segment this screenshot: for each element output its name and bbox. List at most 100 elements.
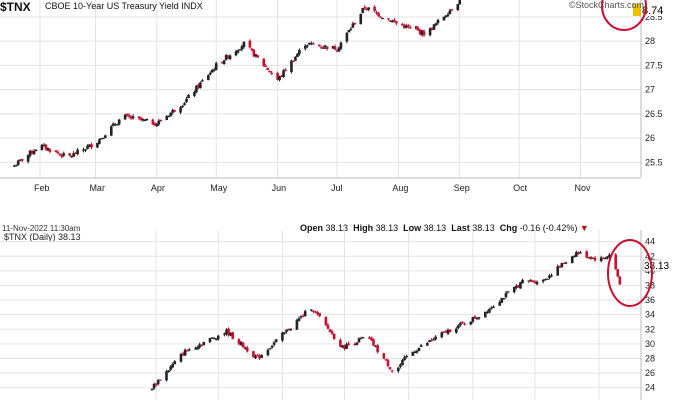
top-last-value-marker: 8.74 [633, 4, 668, 17]
candle-body [361, 337, 365, 339]
candle-body [391, 20, 394, 23]
bottom-gridlines [0, 230, 641, 400]
candle-body [401, 23, 404, 26]
candle-body [282, 70, 285, 78]
candle-body [137, 116, 141, 119]
candle-body [76, 149, 79, 155]
candle-body [274, 339, 278, 342]
candle-body [459, 322, 462, 326]
candle-body [212, 337, 216, 340]
candle-body [56, 151, 60, 154]
candle-body [502, 298, 506, 300]
candle-body [414, 26, 418, 30]
candle-body [377, 12, 380, 17]
candle-body [515, 285, 518, 288]
candle-body [384, 359, 388, 361]
candle-body [60, 154, 64, 157]
candle-body [256, 55, 260, 58]
candle-body [406, 25, 410, 27]
candle-body [341, 345, 344, 348]
candle-body [312, 310, 315, 312]
candle-body [285, 329, 288, 332]
candle-body [572, 256, 576, 258]
candle-body [463, 323, 466, 325]
candle-body [117, 119, 121, 125]
candle-body [169, 112, 172, 117]
candle-body [395, 21, 398, 24]
bottom-chart-header: $TNX CBOE 10-Year US Treasury Yield INDX… [0, 0, 676, 24]
low-label: Low [403, 223, 422, 233]
candle-body [458, 0, 462, 5]
candle-body [355, 342, 359, 345]
candle-body [436, 19, 440, 24]
candle-body [490, 307, 493, 309]
candle-body [457, 325, 460, 329]
x-tick-label: Sep [454, 183, 470, 193]
candle-body [601, 257, 605, 260]
candle-body [471, 316, 475, 322]
candle-body [254, 355, 257, 359]
candle-body [432, 24, 436, 30]
candle-body [181, 105, 184, 108]
candle-body [426, 342, 429, 346]
candle-body [256, 354, 259, 357]
candle-body [388, 367, 392, 370]
y-tick-label: 36 [645, 295, 655, 305]
candle-body [541, 279, 545, 282]
candle-body [486, 311, 489, 314]
chg-down-arrow-icon: ▼ [579, 223, 589, 233]
candle-body [587, 257, 591, 259]
brand-label: ©StockCharts.com [568, 0, 644, 10]
candle-body [473, 316, 477, 319]
candle-body [382, 353, 386, 359]
candle-body [403, 25, 406, 29]
candle-body [368, 337, 371, 339]
candle-body [311, 43, 315, 45]
candle-body [585, 251, 588, 258]
candle-body [589, 256, 593, 259]
candle-body [208, 72, 212, 75]
candle-body [359, 13, 363, 24]
candle-body [604, 258, 607, 260]
candle-body [262, 58, 266, 66]
candle-body [331, 45, 335, 49]
candle-body [185, 350, 189, 352]
candle-body [183, 349, 187, 356]
candle-body [290, 60, 293, 73]
candle-body [292, 60, 295, 63]
candle-body [82, 149, 85, 151]
candle-body [141, 119, 145, 121]
candle-body [202, 342, 206, 346]
candle-body [216, 335, 220, 340]
candle-body [139, 117, 143, 120]
candle-body [260, 355, 264, 358]
top-price-chart: 25.5 26 26.5 27 27.5 28 28.5 Feb Mar Apr May Jun Ju… [0, 0, 668, 193]
candle-body [125, 114, 129, 116]
y-tick-label: 44 [645, 237, 655, 247]
top-candles [12, 0, 462, 167]
candle-body [531, 280, 535, 282]
top-last-value-label: 8.74 [642, 5, 663, 17]
candle-body [328, 329, 332, 333]
candle-body [413, 351, 417, 354]
candle-body [461, 321, 464, 323]
candle-body [208, 338, 212, 343]
candle-body [264, 65, 268, 68]
candle-body [519, 282, 522, 289]
candle-body [498, 301, 502, 306]
candle-body [74, 152, 77, 155]
y-tick-label: 28 [645, 353, 655, 363]
candle-body [529, 280, 533, 282]
candle-body [109, 126, 113, 136]
candle-body [618, 276, 622, 285]
candle-body [231, 332, 235, 339]
candle-body [335, 50, 339, 52]
candle-body [62, 153, 66, 156]
candle-body [430, 27, 434, 31]
candle-body [242, 41, 246, 48]
candle-body [237, 339, 241, 344]
candle-body [100, 138, 103, 140]
candle-body [450, 9, 454, 11]
candle-body [58, 153, 62, 155]
candle-body [16, 160, 20, 166]
